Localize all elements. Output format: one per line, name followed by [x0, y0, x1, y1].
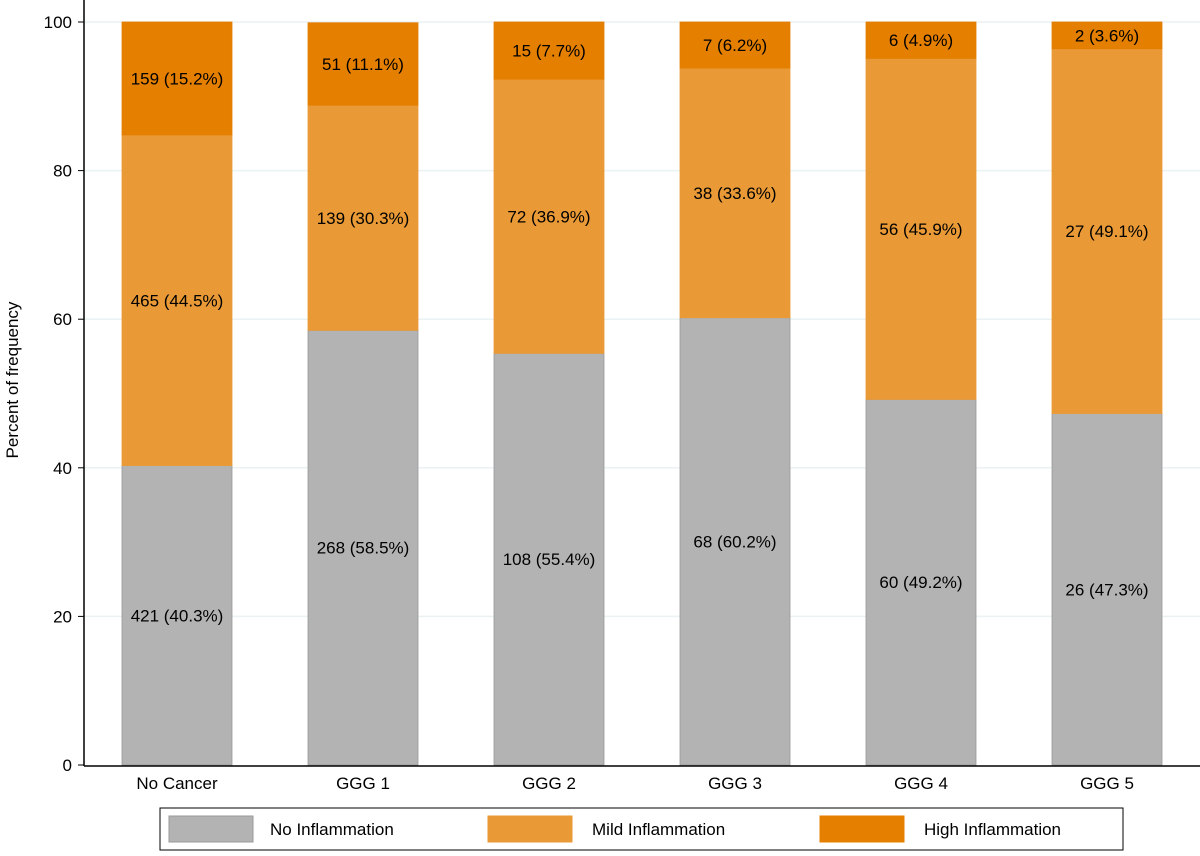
- bars: 421 (40.3%) 465 (44.5%) 159 (15.2%) 268 (58…: [121, 21, 1163, 766]
- data-label: 27 (49.1%): [1065, 222, 1148, 241]
- x-tick-label: GGG 4: [894, 774, 948, 793]
- legend-swatch: [168, 815, 254, 843]
- x-tick-label: GGG 1: [336, 774, 390, 793]
- bar-segment: [121, 465, 233, 766]
- bar-segment: [493, 352, 605, 766]
- bar-segment: [1051, 48, 1163, 414]
- y-axis-label: Percent of frequency: [3, 301, 22, 458]
- data-label: 268 (58.5%): [317, 539, 410, 558]
- x-tick-label: GGG 2: [522, 774, 576, 793]
- bar-segment: [307, 104, 419, 331]
- legend-swatch: [819, 815, 905, 843]
- data-label: 6 (4.9%): [889, 31, 953, 50]
- data-label: 72 (36.9%): [507, 207, 590, 226]
- bar-segment: [679, 21, 791, 69]
- bar-segment: [121, 134, 233, 466]
- legend-swatch: [487, 815, 573, 843]
- legend-label: No Inflammation: [270, 820, 394, 839]
- data-label: 421 (40.3%): [131, 606, 224, 625]
- data-label: 15 (7.7%): [512, 42, 586, 61]
- data-label: 7 (6.2%): [703, 36, 767, 55]
- x-ticks: No Cancer GGG 1 GGG 2 GGG 3 GGG 4 GGG 5: [136, 774, 1134, 793]
- data-label: 51 (11.1%): [322, 55, 404, 74]
- gridlines: [85, 21, 1200, 618]
- data-label: 139 (30.3%): [317, 209, 410, 228]
- bar-segment: [679, 67, 791, 319]
- y-tick-label: 20: [53, 607, 72, 626]
- y-ticks: 0 20 40 60 80 100: [44, 13, 84, 775]
- bar-segment: [865, 21, 977, 59]
- x-tick-label: No Cancer: [136, 774, 218, 793]
- legend-label: Mild Inflammation: [592, 820, 725, 839]
- bar-segment: [307, 22, 419, 106]
- data-label: 56 (45.9%): [879, 220, 962, 239]
- data-label: 108 (55.4%): [503, 550, 596, 569]
- data-label: 38 (33.6%): [693, 184, 776, 203]
- legend-label: High Inflammation: [924, 820, 1061, 839]
- bar-segment: [1051, 413, 1163, 766]
- axes: [83, 0, 1200, 767]
- y-tick-label: 80: [53, 162, 72, 181]
- data-label: 26 (47.3%): [1065, 580, 1148, 599]
- bar-segment: [679, 317, 791, 766]
- bar-segment: [493, 78, 605, 354]
- data-label: 465 (44.5%): [131, 291, 224, 310]
- y-tick-label: 60: [53, 310, 72, 329]
- y-tick-label: 0: [63, 756, 72, 775]
- bar-segment: [493, 21, 605, 80]
- data-label: 60 (49.2%): [879, 573, 962, 592]
- bar-segment: [865, 58, 977, 400]
- x-tick-label: GGG 3: [708, 774, 762, 793]
- legend: No Inflammation Mild Inflammation High Inf…: [159, 807, 1124, 851]
- y-tick-label: 40: [53, 459, 72, 478]
- y-tick-label: 100: [44, 13, 72, 32]
- legend-box: [159, 807, 1124, 851]
- data-label: 2 (3.6%): [1075, 26, 1139, 45]
- bar-segment: [1051, 21, 1163, 50]
- x-tick-label: GGG 5: [1080, 774, 1134, 793]
- data-label: 68 (60.2%): [693, 532, 776, 551]
- bar-segment: [121, 21, 233, 136]
- data-label: 159 (15.2%): [131, 69, 224, 88]
- bar-segment: [865, 399, 977, 766]
